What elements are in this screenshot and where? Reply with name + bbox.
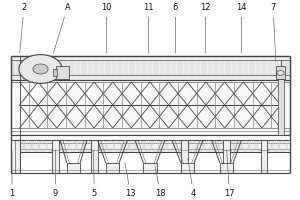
Text: 14: 14: [236, 2, 247, 53]
Bar: [11, 80, 290, 135]
Bar: [11, 140, 20, 173]
Text: 13: 13: [125, 163, 136, 198]
Bar: [91, 140, 98, 173]
Bar: [56, 66, 69, 79]
Bar: [223, 140, 230, 173]
Bar: [220, 163, 233, 173]
Bar: [276, 66, 285, 79]
Text: 1: 1: [9, 151, 15, 198]
Text: 4: 4: [188, 159, 196, 198]
Bar: [181, 163, 194, 173]
Bar: [11, 56, 290, 80]
Text: 17: 17: [224, 150, 235, 198]
Text: 2: 2: [20, 2, 27, 53]
Text: 6: 6: [173, 2, 178, 53]
Text: 18: 18: [155, 166, 166, 198]
Circle shape: [33, 64, 48, 74]
Bar: [52, 140, 59, 173]
Bar: [261, 140, 267, 173]
Text: 12: 12: [200, 2, 211, 53]
Bar: [106, 163, 119, 173]
Bar: [67, 163, 80, 173]
Text: 7: 7: [270, 2, 276, 61]
Text: 10: 10: [101, 2, 112, 53]
Text: A: A: [53, 2, 70, 53]
Bar: [53, 69, 57, 76]
Bar: [181, 140, 188, 173]
Circle shape: [19, 55, 62, 83]
Bar: [278, 79, 284, 135]
Text: 11: 11: [143, 2, 154, 53]
Text: 5: 5: [92, 150, 97, 198]
Bar: [143, 163, 157, 173]
Text: 9: 9: [53, 150, 58, 198]
Circle shape: [277, 71, 284, 75]
Bar: [11, 140, 290, 152]
